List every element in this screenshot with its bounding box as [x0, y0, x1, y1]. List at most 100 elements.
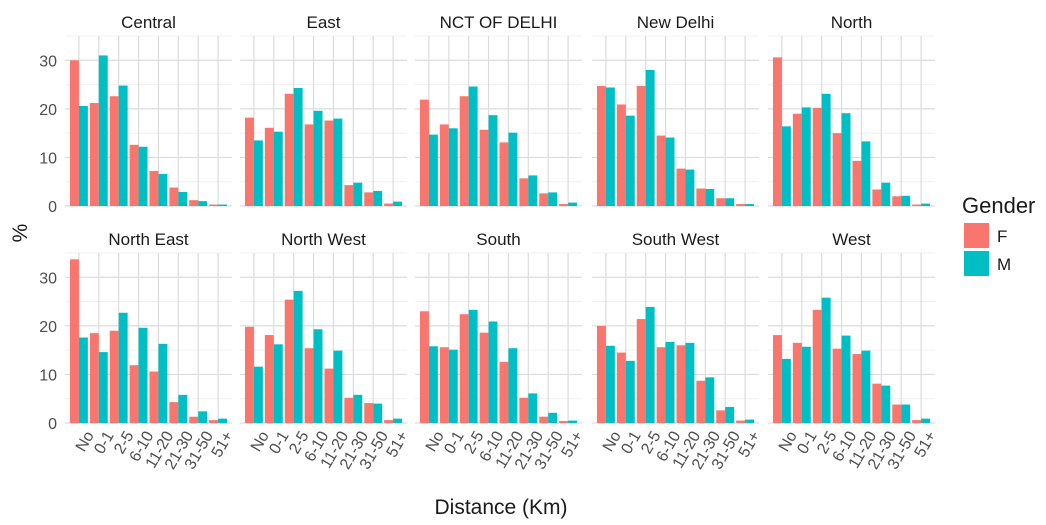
- bar-f: [189, 200, 199, 206]
- bar-f: [244, 117, 254, 206]
- bar-f: [892, 404, 902, 423]
- bar-m: [393, 418, 403, 423]
- legend-swatch: [964, 251, 989, 276]
- bar-f: [439, 347, 449, 423]
- bar-m: [841, 113, 851, 206]
- bar-m: [605, 87, 615, 206]
- bar-m: [508, 132, 518, 206]
- bar-f: [209, 204, 219, 206]
- facet-panel: North: [768, 8, 935, 207]
- bar-m: [78, 337, 88, 423]
- bar-m: [178, 191, 188, 206]
- bar-m: [625, 360, 635, 423]
- bar-m: [313, 329, 323, 423]
- facet-strip: [415, 8, 582, 36]
- bar-f: [812, 107, 822, 206]
- facet-title: New Delhi: [637, 13, 714, 32]
- bar-m: [353, 182, 363, 206]
- bar-m: [801, 107, 811, 206]
- bar-f: [616, 104, 626, 206]
- bar-f: [892, 196, 902, 206]
- bar-f: [596, 86, 606, 206]
- bar-f: [439, 124, 449, 206]
- bar-f: [284, 93, 294, 206]
- bar-f: [264, 335, 274, 423]
- bar-f: [459, 96, 469, 206]
- bar-m: [528, 175, 538, 206]
- bar-m: [821, 297, 831, 423]
- bar-f: [696, 188, 706, 206]
- facet-panel: Central: [65, 8, 232, 207]
- bar-f: [616, 352, 626, 423]
- bar-f: [304, 348, 314, 423]
- x-tick-label: 51+: [736, 429, 764, 461]
- bar-f: [596, 325, 606, 423]
- facet-strip: [415, 225, 582, 253]
- bar-m: [138, 146, 148, 206]
- legend-swatch: [964, 223, 989, 248]
- bar-m: [373, 403, 383, 423]
- bar-m: [313, 110, 323, 206]
- facet-title: South: [476, 230, 520, 249]
- bar-f: [716, 198, 726, 206]
- bar-m: [468, 309, 478, 423]
- bar-m: [488, 321, 498, 423]
- x-tick-label: 51+: [209, 429, 237, 461]
- facet-strip: [65, 225, 232, 253]
- bar-m: [293, 87, 303, 206]
- bar-f: [696, 380, 706, 423]
- bar-f: [69, 60, 79, 207]
- bar-m: [118, 85, 128, 206]
- y-tick-label: 0: [48, 416, 57, 433]
- bar-f: [264, 127, 274, 206]
- bar-m: [665, 341, 675, 423]
- bar-m: [901, 404, 911, 423]
- bar-f: [852, 354, 862, 423]
- bar-m: [78, 105, 88, 206]
- bar-f: [109, 330, 119, 423]
- bar-m: [293, 290, 303, 423]
- bar-f: [676, 168, 686, 206]
- bar-m: [781, 358, 791, 423]
- bar-m: [353, 394, 363, 423]
- bar-f: [189, 416, 199, 423]
- x-tick-label: 51+: [384, 429, 412, 461]
- bar-f: [539, 416, 549, 423]
- bar-m: [273, 344, 283, 423]
- bar-f: [519, 397, 529, 423]
- bar-f: [129, 365, 139, 423]
- bar-f: [539, 193, 549, 206]
- bar-f: [499, 361, 509, 423]
- bar-m: [861, 141, 871, 206]
- bar-f: [736, 420, 746, 423]
- bar-f: [324, 120, 334, 206]
- bar-f: [244, 326, 254, 423]
- bar-m: [665, 137, 675, 206]
- bar-f: [832, 133, 842, 206]
- facet-strip: [768, 8, 935, 36]
- bar-m: [605, 345, 615, 423]
- bar-f: [736, 204, 746, 206]
- bar-f: [636, 319, 646, 423]
- bar-f: [364, 403, 374, 423]
- bar-m: [218, 204, 228, 206]
- bar-m: [333, 350, 343, 423]
- bar-f: [559, 421, 569, 423]
- bar-m: [118, 312, 128, 423]
- facet-title: NCT OF DELHI: [440, 13, 558, 32]
- facet-title: South West: [632, 230, 720, 249]
- bar-f: [912, 204, 922, 206]
- bar-m: [333, 118, 343, 206]
- bar-m: [98, 352, 108, 423]
- bar-m: [568, 420, 578, 423]
- bar-f: [636, 86, 646, 206]
- bar-m: [158, 343, 168, 423]
- bar-f: [284, 299, 294, 423]
- y-tick-label: 20: [39, 102, 57, 119]
- facet-strip: [65, 8, 232, 36]
- bar-m: [745, 419, 755, 423]
- bar-f: [872, 189, 882, 206]
- y-tick-label: 30: [39, 270, 57, 287]
